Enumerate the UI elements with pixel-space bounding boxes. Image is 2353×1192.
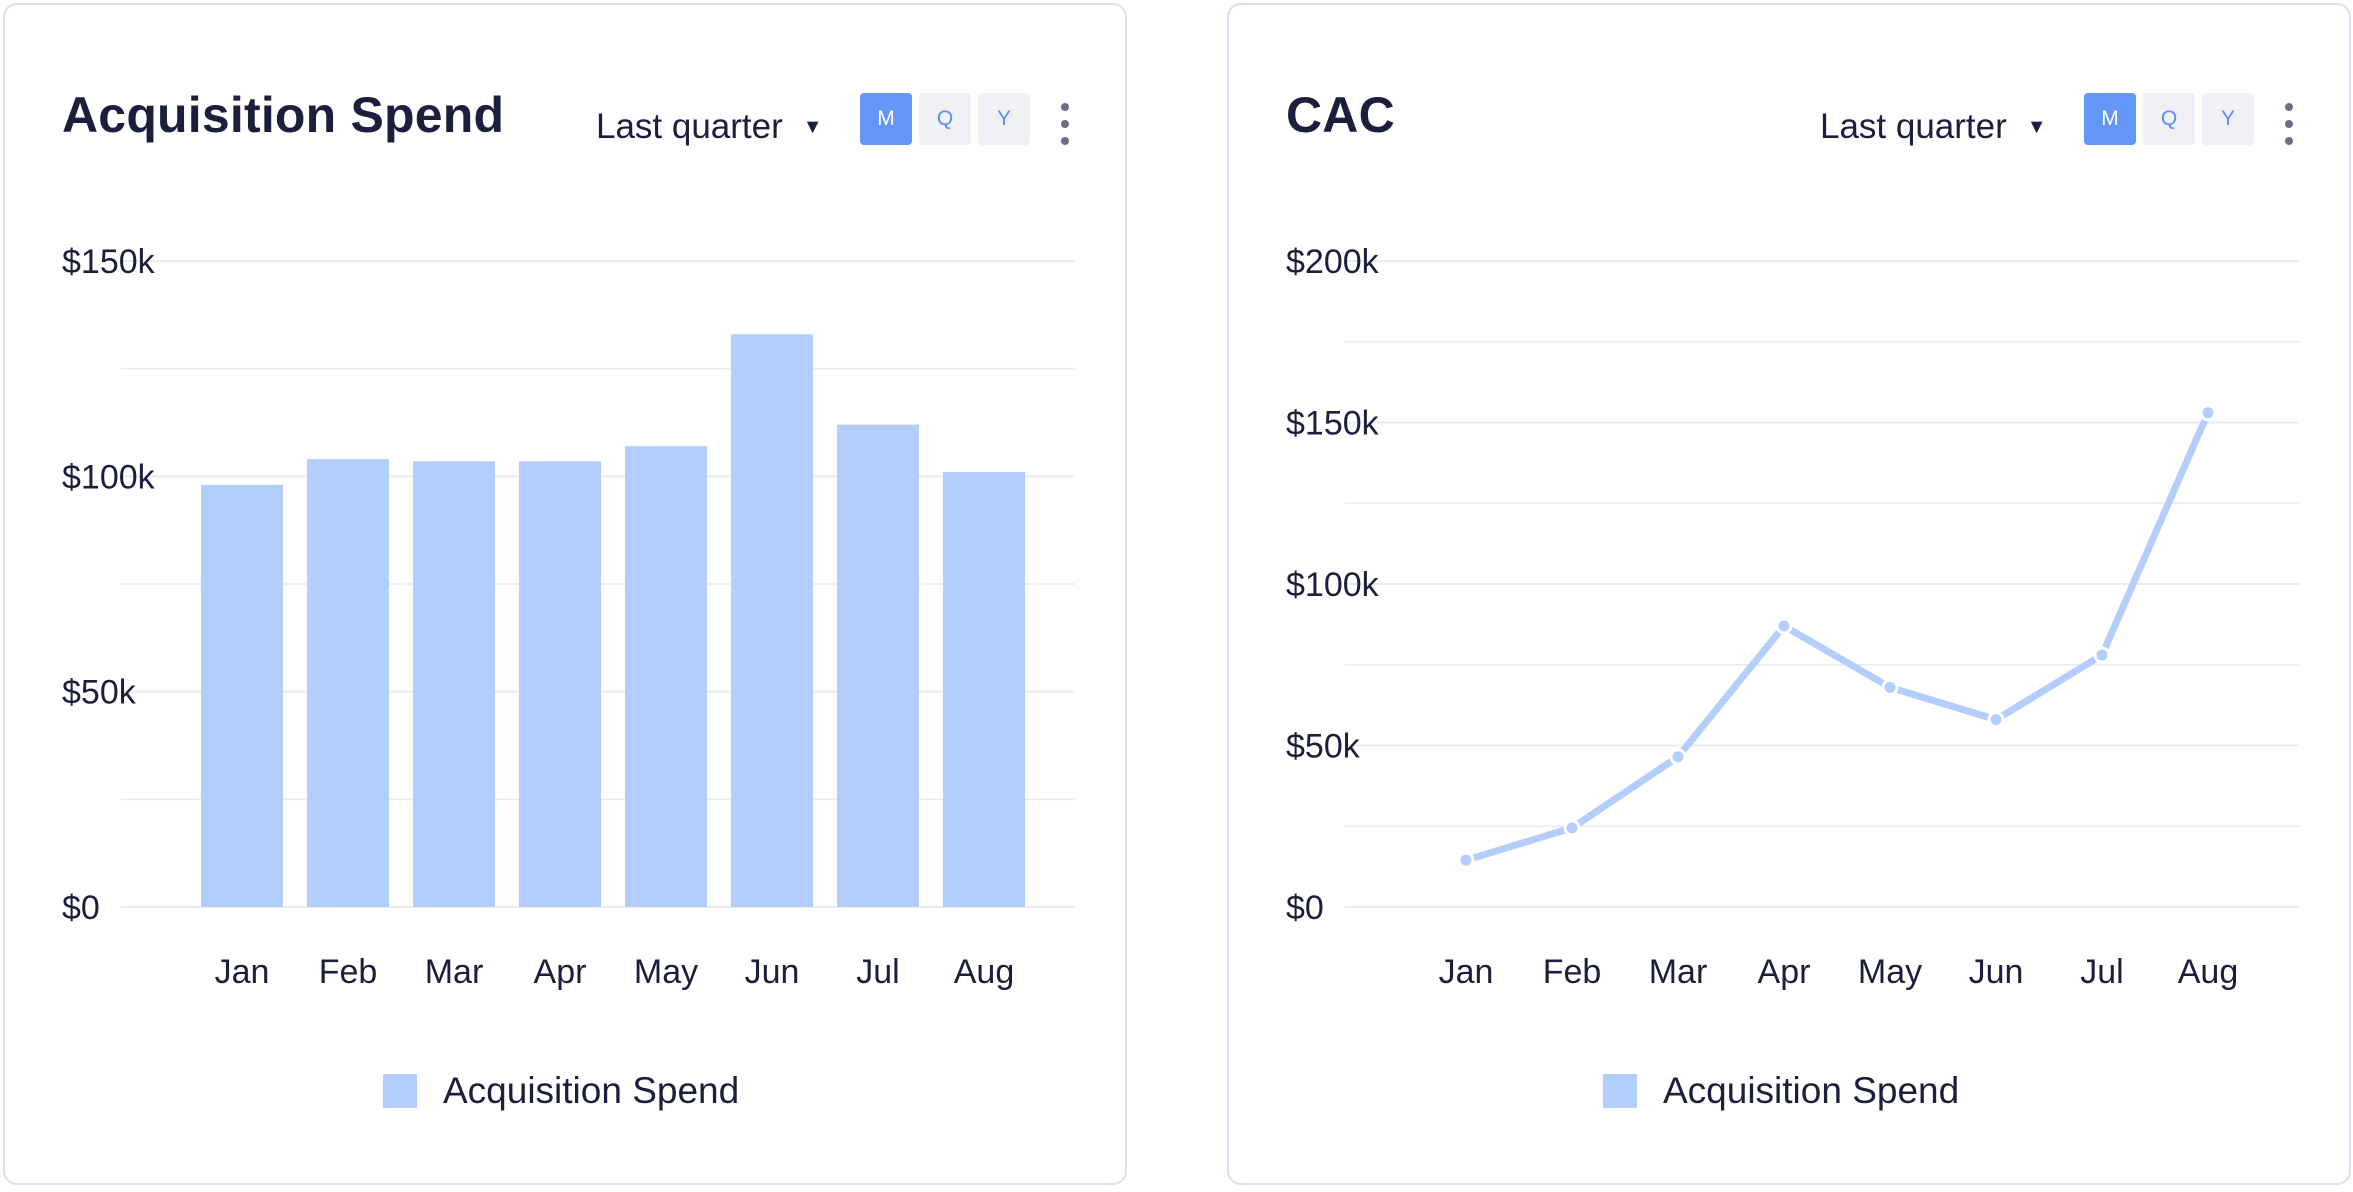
data-point — [2199, 404, 2217, 422]
data-point — [1881, 678, 1899, 696]
data-point — [1987, 711, 2005, 729]
bar — [413, 461, 495, 907]
x-tick-label: Feb — [319, 953, 378, 991]
data-point — [1669, 748, 1687, 766]
segment-month-button[interactable]: M — [860, 93, 912, 145]
bar — [943, 472, 1025, 907]
segment-quarter-button[interactable]: Q — [919, 93, 971, 145]
y-tick-label: $100k — [62, 458, 156, 496]
data-point — [1563, 819, 1581, 837]
cac-card: CAC Last quarter ▼ M Q Y $0 $50k $100k $150… — [1227, 3, 2351, 1185]
x-tick-label: May — [634, 953, 698, 991]
y-tick-label: $50k — [1286, 728, 1361, 766]
x-tick-label: Jun — [1969, 953, 2024, 991]
data-point — [1775, 617, 1793, 635]
series-line — [1462, 409, 2212, 864]
x-tick-label: Aug — [2178, 953, 2239, 991]
x-tick-label: Jul — [2080, 953, 2123, 991]
acquisition-spend-card: Acquisition Spend Last quarter ▼ M Q Y $… — [3, 3, 1127, 1185]
bar — [519, 461, 601, 907]
x-tick-label: Feb — [1543, 953, 1602, 991]
x-tick-label: Jan — [215, 953, 270, 991]
x-tick-label: Jan — [1439, 953, 1494, 991]
bar-chart: $0 $50k $100k $150k Jan Feb Mar Apr May Jun Jul Aug — [62, 243, 1075, 991]
bar — [625, 446, 707, 907]
bar — [307, 459, 389, 907]
data-point — [1457, 851, 1475, 869]
legend-swatch — [1603, 1074, 1637, 1108]
y-tick-label: $50k — [62, 674, 137, 712]
x-tick-label: Apr — [1758, 953, 1811, 991]
segment-year-button[interactable]: Y — [978, 93, 1030, 145]
card-title: CAC — [1286, 87, 1395, 143]
data-point — [2093, 646, 2111, 664]
legend: Acquisition Spend — [383, 1070, 739, 1112]
legend: Acquisition Spend — [1603, 1070, 1959, 1112]
x-tick-label: Mar — [1649, 953, 1708, 991]
x-tick-label: Apr — [534, 953, 587, 991]
y-tick-label: $100k — [1286, 566, 1380, 604]
caret-down-icon: ▼ — [2026, 115, 2047, 138]
y-tick-label: $0 — [1286, 889, 1324, 927]
segment-month-button[interactable]: M — [2084, 93, 2136, 145]
legend-swatch — [383, 1074, 417, 1108]
segment-quarter-button[interactable]: Q — [2143, 93, 2195, 145]
line-chart: $0 $50k $100k $150k $200k Jan Feb Mar Apr May Jun J… — [1286, 243, 2299, 991]
x-tick-label: Mar — [425, 953, 484, 991]
bar — [837, 424, 919, 907]
y-tick-label: $0 — [62, 889, 100, 927]
period-dropdown[interactable]: Last quarter ▼ — [1820, 109, 2047, 144]
y-tick-label: $200k — [1286, 243, 1380, 281]
x-tick-label: Jun — [745, 953, 800, 991]
kebab-icon[interactable] — [1053, 103, 1077, 145]
x-tick-label: Jul — [856, 953, 899, 991]
card-title: Acquisition Spend — [62, 87, 505, 143]
kebab-icon[interactable] — [2277, 103, 2301, 145]
y-tick-label: $150k — [62, 243, 156, 281]
period-label: Last quarter — [596, 107, 783, 146]
y-tick-label: $150k — [1286, 405, 1380, 443]
x-tick-label: Aug — [954, 953, 1015, 991]
segment-year-button[interactable]: Y — [2202, 93, 2254, 145]
legend-label: Acquisition Spend — [1663, 1070, 1960, 1111]
bar — [731, 334, 813, 907]
x-tick-label: May — [1858, 953, 1922, 991]
legend-label: Acquisition Spend — [443, 1070, 740, 1111]
bar — [201, 484, 283, 907]
caret-down-icon: ▼ — [802, 115, 823, 138]
period-dropdown[interactable]: Last quarter ▼ — [596, 109, 823, 144]
period-label: Last quarter — [1820, 107, 2007, 146]
